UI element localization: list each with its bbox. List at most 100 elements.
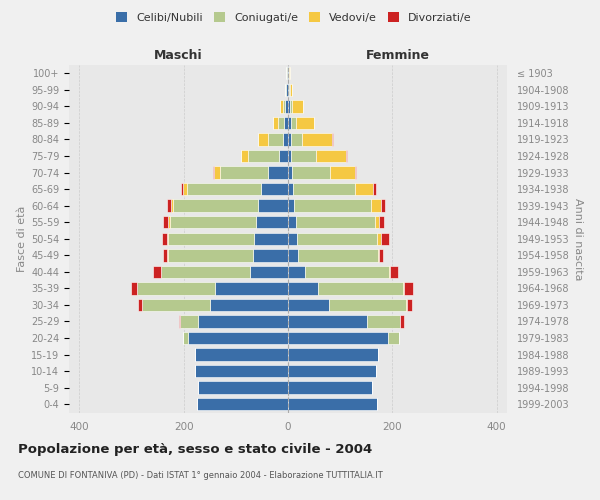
Bar [316, 150, 346, 162]
Bar [199, 382, 288, 394]
Bar [296, 216, 375, 228]
Bar [290, 116, 296, 129]
Bar [286, 84, 288, 96]
Bar [294, 200, 371, 212]
Bar [288, 100, 290, 112]
Bar [250, 266, 288, 278]
Bar [390, 266, 398, 278]
Bar [329, 298, 406, 311]
Bar [302, 134, 332, 145]
Bar [241, 150, 248, 162]
Bar [258, 200, 288, 212]
Bar [288, 316, 367, 328]
Bar [167, 232, 168, 245]
Bar [288, 116, 290, 129]
Bar [404, 282, 413, 294]
Bar [381, 232, 389, 245]
Bar [188, 332, 288, 344]
Bar [182, 183, 187, 196]
Bar [161, 266, 250, 278]
Bar [283, 100, 286, 112]
Bar [288, 134, 290, 145]
Bar [280, 100, 283, 112]
Bar [377, 232, 381, 245]
Text: Popolazione per età, sesso e stato civile - 2004: Popolazione per età, sesso e stato civil… [18, 442, 372, 456]
Bar [182, 332, 188, 344]
Bar [288, 332, 388, 344]
Bar [290, 150, 316, 162]
Bar [268, 166, 288, 179]
Bar [318, 282, 403, 294]
Bar [168, 216, 170, 228]
Bar [389, 266, 390, 278]
Bar [292, 166, 330, 179]
Bar [278, 116, 284, 129]
Bar [131, 282, 137, 294]
Text: COMUNE DI FONTANIVA (PD) - Dati ISTAT 1° gennaio 2004 - Elaborazione TUTTITALIA.: COMUNE DI FONTANIVA (PD) - Dati ISTAT 1°… [18, 471, 383, 480]
Bar [199, 316, 288, 328]
Bar [278, 150, 288, 162]
Bar [288, 166, 292, 179]
Bar [256, 216, 288, 228]
Bar [375, 216, 379, 228]
Bar [288, 365, 376, 378]
Text: Maschi: Maschi [154, 48, 203, 62]
Bar [283, 134, 288, 145]
Bar [197, 398, 288, 410]
Bar [330, 166, 355, 179]
Bar [288, 232, 298, 245]
Bar [258, 134, 268, 145]
Bar [163, 216, 168, 228]
Bar [290, 134, 302, 145]
Bar [290, 84, 292, 96]
Bar [289, 67, 290, 80]
Bar [407, 298, 412, 311]
Bar [355, 166, 356, 179]
Bar [371, 200, 381, 212]
Bar [215, 282, 288, 294]
Bar [180, 316, 199, 328]
Bar [377, 249, 379, 262]
Bar [346, 150, 347, 162]
Bar [367, 316, 400, 328]
Bar [288, 282, 318, 294]
Bar [288, 216, 296, 228]
Text: Femmine: Femmine [365, 48, 430, 62]
Bar [373, 183, 376, 196]
Bar [213, 166, 214, 179]
Bar [305, 266, 389, 278]
Bar [195, 348, 288, 361]
Bar [187, 183, 261, 196]
Bar [381, 200, 385, 212]
Bar [142, 298, 210, 311]
Bar [296, 116, 314, 129]
Bar [170, 200, 173, 212]
Y-axis label: Fasce di età: Fasce di età [17, 206, 27, 272]
Bar [173, 200, 258, 212]
Legend: Celibi/Nubili, Coniugati/e, Vedovi/e, Divorziati/e: Celibi/Nubili, Coniugati/e, Vedovi/e, Di… [112, 8, 476, 28]
Bar [220, 166, 268, 179]
Bar [288, 183, 293, 196]
Bar [298, 232, 377, 245]
Bar [288, 84, 289, 96]
Bar [170, 216, 256, 228]
Bar [287, 67, 288, 80]
Bar [293, 183, 355, 196]
Bar [168, 232, 254, 245]
Bar [379, 216, 385, 228]
Bar [288, 200, 294, 212]
Bar [288, 298, 329, 311]
Bar [403, 282, 404, 294]
Bar [195, 365, 288, 378]
Bar [248, 150, 278, 162]
Bar [167, 200, 170, 212]
Bar [214, 166, 220, 179]
Bar [379, 249, 383, 262]
Bar [268, 134, 283, 145]
Bar [288, 348, 377, 361]
Bar [261, 183, 288, 196]
Bar [168, 249, 253, 262]
Bar [210, 298, 288, 311]
Bar [179, 316, 180, 328]
Bar [167, 249, 168, 262]
